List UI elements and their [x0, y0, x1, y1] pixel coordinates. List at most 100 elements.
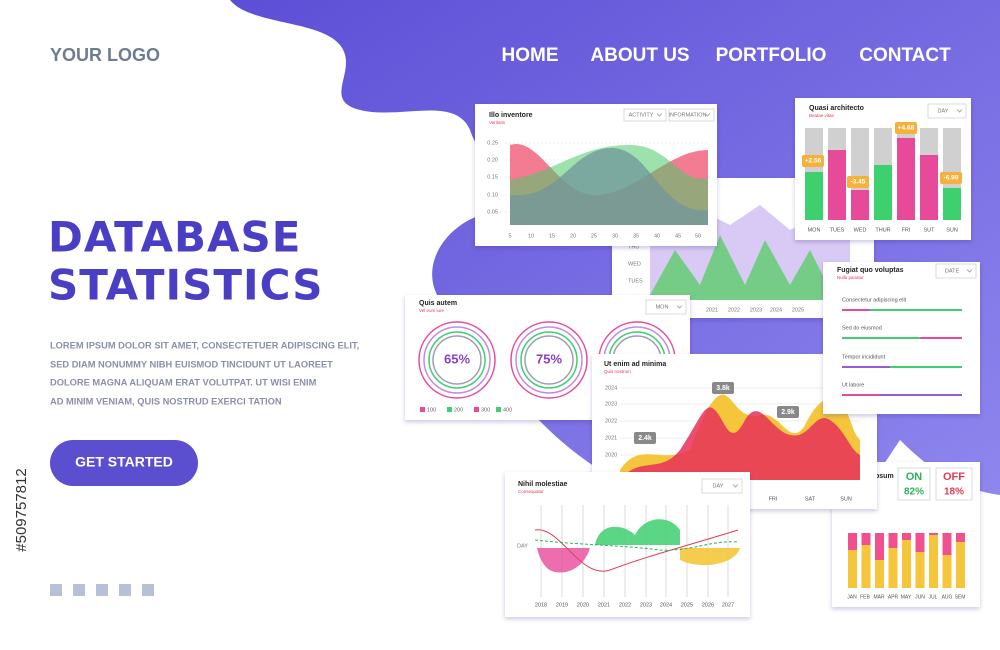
- bar: [915, 552, 925, 588]
- bar: [888, 548, 898, 588]
- x-tick-label: 35: [633, 233, 639, 239]
- dropdown-box: [645, 299, 687, 315]
- callout: 3.8k: [716, 385, 730, 392]
- x-tick-label: 2025: [681, 602, 693, 608]
- bar: [828, 150, 846, 220]
- x-tick-label: 40: [654, 233, 660, 239]
- legend-label: 100: [427, 407, 436, 413]
- x-tick-label: FEB: [860, 594, 870, 600]
- callout-box: [634, 432, 656, 444]
- ring: [515, 326, 583, 394]
- panel-subtitle: Beatae vitae: [809, 113, 835, 118]
- list-item: Tempor incididunt: [842, 354, 886, 360]
- hero-text: DOLORE MAGNA ALIQUAM ERAT VOLUTPAT. UT W…: [50, 377, 317, 387]
- x-tick-label: JUN: [915, 594, 925, 600]
- stock-id: #509757812: [13, 468, 30, 551]
- pager-dot: [142, 584, 154, 596]
- ring: [423, 326, 491, 394]
- x-tick-label: 2025: [792, 307, 804, 313]
- callout-box: [847, 176, 869, 188]
- x-tick-label: AUG: [942, 594, 953, 600]
- y-tick-label: 0.25: [487, 140, 498, 146]
- callout: -3.45: [851, 179, 866, 186]
- y-label: THU: [628, 244, 639, 250]
- area: [595, 519, 680, 545]
- legend-swatch: [420, 407, 425, 412]
- panel-title: Fugiat quo voluptas: [837, 267, 904, 274]
- x-tick-label: 2026: [702, 602, 714, 608]
- y-tick-label: 2021: [605, 435, 617, 441]
- area: [510, 145, 708, 225]
- bar: [848, 550, 857, 588]
- panel-subtitle: Veritatis: [489, 120, 506, 125]
- bar: [805, 172, 823, 220]
- ring-value: 65%: [444, 351, 470, 366]
- nav-link[interactable]: PORTFOLIO: [716, 45, 827, 66]
- bar: [861, 533, 871, 545]
- x-tick-label: SEM: [955, 594, 966, 600]
- x-tick-label: 2020: [577, 602, 589, 608]
- x-tick-label: APR: [888, 594, 899, 600]
- dropdown-box: [701, 478, 743, 494]
- x-tick-label: 2024: [660, 602, 672, 608]
- y-tick-label: 0.20: [487, 157, 498, 163]
- legend-label: 300: [481, 407, 490, 413]
- callout: +4.68: [898, 125, 915, 132]
- ring: [432, 335, 482, 385]
- x-tick-label: 2027: [722, 602, 734, 608]
- list-item: Sed do eiusmod: [842, 325, 882, 331]
- area: [620, 407, 860, 480]
- x-tick-label: SUT: [924, 227, 936, 233]
- x-tick-label: 2022: [728, 307, 740, 313]
- callout-box: [777, 406, 799, 418]
- area: [650, 235, 850, 300]
- nav-link[interactable]: ABOUT US: [590, 45, 689, 66]
- chevron: [704, 113, 711, 117]
- bar: [929, 535, 938, 588]
- nav-link[interactable]: CONTACT: [859, 45, 951, 66]
- callout-box: [802, 155, 824, 167]
- x-tick-label: MAR: [873, 594, 885, 600]
- dropdown: DAY: [938, 108, 949, 114]
- line: [534, 529, 739, 572]
- hero-text: SED DIAM NONUMMY NIBH EUISMOD TINCIDUNT …: [50, 359, 333, 369]
- bar: [942, 555, 952, 588]
- on-value: 82%: [904, 487, 924, 498]
- x-tick-label: 30: [612, 233, 618, 239]
- x-tick-label: 10: [528, 233, 534, 239]
- panel-subtitle: Quis nostrum: [604, 369, 631, 374]
- bar: [888, 533, 898, 548]
- dropdown: DAY: [713, 483, 724, 489]
- on-label: ON: [906, 471, 923, 483]
- y-label: DAY: [517, 543, 528, 549]
- y-label: WED: [628, 261, 641, 267]
- dropdown: MON: [656, 304, 669, 310]
- panel-title: psum: [875, 473, 894, 480]
- legend-swatch: [474, 407, 479, 412]
- legend-label: 400: [503, 407, 512, 413]
- y-tick-label: 0.15: [487, 174, 498, 180]
- bar: [874, 165, 892, 220]
- panel-title: Illo inventore: [489, 112, 533, 119]
- chevron: [966, 269, 973, 273]
- x-tick-label: 2019: [556, 602, 568, 608]
- x-tick-label: 15: [549, 233, 555, 239]
- panel-title: Ut enim ad minima: [604, 361, 666, 368]
- bar: [875, 533, 884, 560]
- nav-link[interactable]: HOME: [502, 45, 559, 66]
- callout: +2.56: [805, 158, 822, 165]
- legend-swatch: [496, 407, 501, 412]
- dropdown: DATE: [945, 268, 960, 274]
- cta-button[interactable]: [50, 440, 198, 486]
- x-tick-label: THUR: [875, 227, 890, 233]
- ring: [510, 321, 588, 399]
- off-value: 18%: [944, 487, 964, 498]
- y-tick-label: 2022: [605, 418, 617, 424]
- bar: [902, 540, 911, 588]
- x-tick-label: 2024: [770, 307, 782, 313]
- chevron: [656, 113, 663, 117]
- bar: [920, 155, 938, 220]
- panel-subtitle: Vel eum iure: [419, 308, 445, 313]
- bar: [902, 533, 911, 540]
